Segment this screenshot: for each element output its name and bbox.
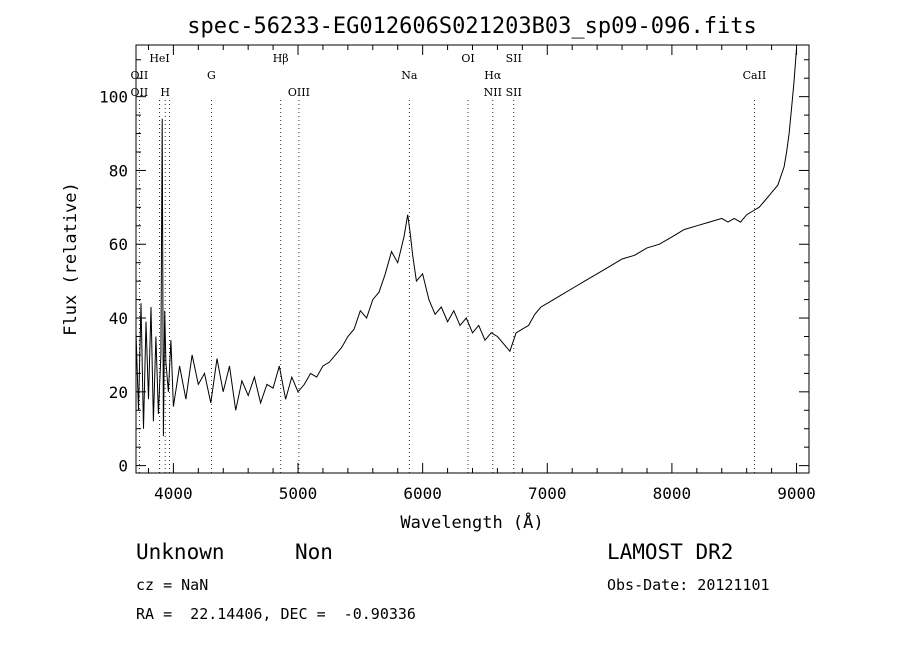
line-label-top-9: Hα bbox=[484, 69, 502, 82]
x-tick-label-9000: 9000 bbox=[777, 484, 816, 503]
line-label-top-7: Na bbox=[401, 69, 418, 82]
line-label-bottom-6: OIII bbox=[288, 86, 310, 99]
cz-label: cz = NaN bbox=[136, 576, 209, 594]
y-axis-label: Flux (relative) bbox=[61, 182, 81, 336]
line-label-bottom-2: H bbox=[160, 86, 170, 99]
y-tick-label-80: 80 bbox=[109, 161, 128, 180]
y-tick-label-20: 20 bbox=[109, 383, 128, 402]
plot-frame bbox=[135, 44, 810, 474]
line-label-top-11: CaII bbox=[743, 69, 767, 82]
x-tick-label-8000: 8000 bbox=[653, 484, 692, 503]
line-label-top-8: OI bbox=[461, 52, 474, 65]
survey-label: LAMOST DR2 bbox=[607, 540, 734, 564]
line-label-bottom-0: OII bbox=[131, 86, 149, 99]
line-label-bottom-10: SII bbox=[506, 86, 522, 99]
y-tick-label-60: 60 bbox=[109, 235, 128, 254]
chart-title: spec-56233-EG012606S021203B03_sp09-096.f… bbox=[187, 14, 757, 39]
class-label: Unknown bbox=[136, 540, 225, 564]
line-label-top-0: OII bbox=[131, 69, 149, 82]
y-tick-label-100: 100 bbox=[99, 88, 128, 107]
line-label-top-5: Hβ bbox=[273, 52, 289, 65]
y-tick-label-0: 0 bbox=[118, 457, 128, 476]
line-label-top-4: G bbox=[207, 69, 216, 82]
axes: 4000 5000 6000 7000 8000 9000 0 20 40 60 80 100 bbox=[99, 45, 816, 503]
obs-date-label: Obs-Date: 20121101 bbox=[607, 576, 770, 594]
line-label-bottom-9: NII bbox=[484, 86, 502, 99]
spectrum-series-line bbox=[135, 48, 797, 437]
x-tick-label-4000: 4000 bbox=[154, 484, 193, 503]
y-tick-label-40: 40 bbox=[109, 309, 128, 328]
x-tick-label-5000: 5000 bbox=[279, 484, 318, 503]
x-tick-label-7000: 7000 bbox=[528, 484, 567, 503]
subclass-label: Non bbox=[295, 540, 333, 564]
coords-label: RA = 22.14406, DEC = -0.90336 bbox=[136, 605, 416, 623]
x-tick-label-6000: 6000 bbox=[403, 484, 442, 503]
line-label-top-10: SII bbox=[506, 52, 522, 65]
x-axis-label: Wavelength (Å) bbox=[400, 511, 543, 533]
line-label-top-1: HeI bbox=[149, 52, 169, 65]
